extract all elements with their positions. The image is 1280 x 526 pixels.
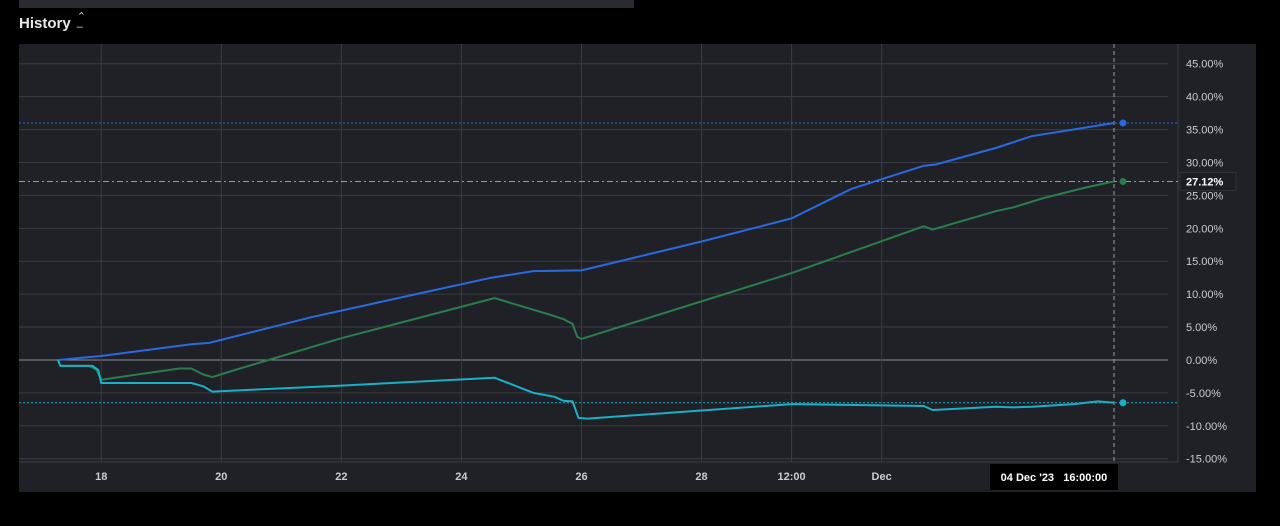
y-tick-label: -10.00% — [1186, 421, 1227, 433]
x-tick-label: 26 — [575, 471, 587, 483]
y-tick-label: -5.00% — [1186, 388, 1221, 400]
y-tick-label: 5.00% — [1186, 322, 1217, 334]
chart-svg[interactable]: 45.00% 40.00% 35.00% 30.00% 25.00% 20.00% 15.0… — [19, 44, 1256, 492]
history-chart[interactable]: 45.00% 40.00% 35.00% 30.00% 25.00% 20.00% 15.0… — [19, 44, 1256, 492]
series-line-2[interactable] — [57, 180, 1115, 381]
series-line-3[interactable] — [57, 359, 1115, 420]
series-end-dot-2 — [1119, 177, 1127, 185]
chevron-up-icon[interactable]: ⌃ – — [76, 10, 86, 33]
crosshair-label-box — [989, 464, 1118, 490]
price-label-box — [1179, 171, 1237, 191]
y-tick-label: 30.00% — [1186, 157, 1224, 169]
series-end-dot-3 — [1119, 399, 1127, 407]
x-tick-label: 12:00 — [778, 471, 806, 483]
crosshair-time-label: 04 Dec '23 16:00:00 — [1001, 472, 1108, 484]
x-tick-label: 18 — [95, 471, 107, 483]
x-tick-label: Dec — [872, 471, 892, 483]
y-tick-label: 15.00% — [1186, 256, 1224, 268]
y-tick-label: 45.00% — [1186, 59, 1224, 71]
y-tick-label: -15.00% — [1186, 454, 1227, 466]
x-tick-label: 28 — [695, 471, 707, 483]
history-title: History — [19, 15, 71, 32]
series-end-dot-1 — [1119, 119, 1127, 127]
y-tick-label: 10.00% — [1186, 289, 1224, 301]
y-tick-label: 20.00% — [1186, 223, 1224, 235]
top-toolbar-strip — [19, 0, 634, 8]
series-line-1[interactable] — [57, 122, 1115, 361]
y-tick-label: 0.00% — [1186, 355, 1217, 367]
y-tick-label: 25.00% — [1186, 190, 1224, 202]
x-tick-label: 20 — [215, 471, 227, 483]
x-tick-label: 24 — [455, 471, 468, 483]
y-tick-label: 35.00% — [1186, 125, 1224, 137]
y-tick-label: 40.00% — [1186, 92, 1224, 104]
history-header: History ⌃ – — [19, 10, 86, 33]
x-tick-label: 22 — [335, 471, 347, 483]
price-label: 27.12% — [1186, 176, 1224, 188]
